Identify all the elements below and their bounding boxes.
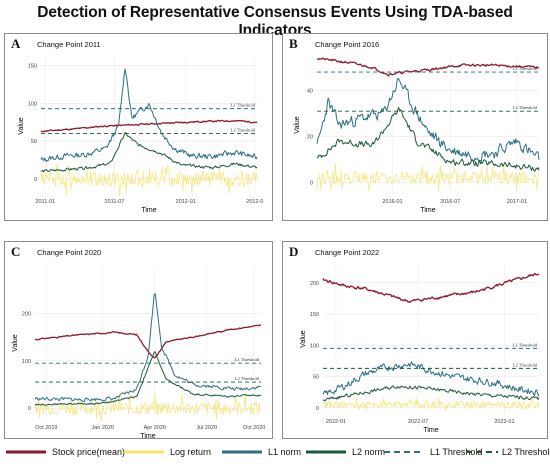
legend: Stock price(mean) Log return L1 norm L2 … [0,443,550,463]
threshold-label-l2_threshold-c: L2 Threshold [235,376,260,381]
y-tick-label-d-1: 50 [313,375,319,381]
chart-d: 0 50 100 150 200 2022-01 2022-07 2023-01 Time Val… [300,264,540,434]
y-tick-label-d-3: 150 [310,312,319,318]
y-tick-label-a-3: 150 [28,64,37,70]
x-tick-label-b-1: 2016-07 [440,199,460,205]
threshold-label-l1_threshold-d: L1 Threshold [513,342,538,347]
threshold-label-l1_threshold-a: L1 Threshold [231,103,256,108]
panel-c: C Change Point 2020 0 100 200 Oct 2019 Jan 2… [4,241,273,439]
panel-letter-a: A [11,36,21,51]
x-tick-label-c-0: Oct 2019 [35,425,57,431]
x-tick-label-c-3: Jul 2020 [196,425,217,431]
x-tick-label-b-2: 2017-01 [507,199,527,205]
series-l2-line-c [34,351,262,406]
legend-label-l2: L2 norm [352,447,386,457]
x-tick-label-a-1: 2011-07 [105,199,125,205]
panel-letter-c: C [11,244,21,259]
legend-swatch-logret [124,450,164,454]
x-tick-label-d-0: 2022-01 [326,419,346,425]
series-l2-line-b [316,107,540,172]
y-tick-label-d-0: 0 [316,406,319,412]
y-tick-label-a-0: 0 [34,177,37,183]
series-l1-line-c [34,293,262,403]
threshold-label-l1_threshold-b: L1 Threshold [513,66,538,71]
x-tick-label-c-2: Apr 2020 [144,425,166,431]
x-tick-label-a-2: 2012-01 [176,199,196,205]
x-tick-label-b-0: 2016-01 [382,199,402,205]
panel-subtitle-c: Change Point 2020 [37,248,102,257]
threshold-label-l1_threshold-c: L1 Threshold [235,357,260,362]
y-tick-label-c-2: 200 [22,311,31,317]
legend-label-l2-threshold: L2 Threshold [502,447,550,457]
series-l2-line-a [40,132,258,173]
panel-subtitle-d: Change Point 2022 [315,248,380,257]
legend-swatch-l1-threshold [384,451,424,453]
x-tick-label-d-2: 2023-01 [494,419,514,425]
panel-letter-b: B [289,36,298,51]
legend-swatch-l1 [222,450,262,454]
panel-d: D Change Point 2022 0 50 100 150 200 2022-01 2… [282,241,548,439]
y-tick-label-d-4: 200 [310,281,319,287]
x-axis-label-c: Time [140,433,155,438]
y-tick-label-b-0: 0 [310,181,313,187]
panel-subtitle-b: Change Point 2016 [315,40,380,49]
chart-b: 0 20 40 2016-01 2016-07 2017-01 Time Value L1 Th… [294,56,540,214]
y-tick-label-c-0: 0 [28,406,31,412]
x-tick-label-c-4: Oct 2020 [243,425,265,431]
x-tick-label-c-1: Jan 2020 [91,425,114,431]
chart-a: 0 50 100 150 2011-01 2011-07 2012-01 2012-0 Time… [18,58,263,214]
x-tick-label-a-3: 2012-0 [246,199,263,205]
series-price-line-c [34,324,262,359]
y-axis-label-b: Value [294,116,301,133]
legend-swatch-l2 [306,450,346,454]
y-tick-label-c-1: 100 [22,359,31,365]
legend-label-l1: L1 norm [268,447,302,457]
series-logret-line-d [322,396,540,412]
y-tick-label-b-1: 20 [307,135,313,141]
series-l1-line-d [322,361,540,397]
series-l1-line-a [40,68,258,163]
y-tick-label-a-1: 50 [31,139,37,145]
x-axis-label-d: Time [423,427,438,434]
panel-b: B Change Point 2016 0 20 40 2016-01 2016-07 2… [282,33,548,221]
panel-letter-d: D [289,244,299,259]
threshold-label-l2_threshold-b: L2 Threshold [513,105,538,110]
threshold-label-l2_threshold-a: L2 Threshold [231,128,256,133]
x-tick-label-a-0: 2011-01 [35,199,55,205]
threshold-label-l2_threshold-d: L2 Threshold [513,362,538,367]
y-tick-label-d-2: 100 [310,343,319,349]
series-l2-line-d [322,385,540,402]
series-l1-line-b [316,78,540,163]
panel-a: A Change Point 2011 0 50 100 150 2011-01 2011… [4,33,273,221]
legend-swatch-l2-threshold [466,451,498,453]
series-logret-line-b [316,162,540,192]
y-axis-label-a: Value [18,117,25,134]
panel-subtitle-a: Change Point 2011 [37,40,101,49]
y-tick-label-a-2: 100 [28,101,37,107]
legend-label-l1-threshold: L1 Threshold [430,447,483,457]
series-logret-line-a [40,163,258,196]
chart-c: 0 100 200 Oct 2019 Jan 2020 Apr 2020 Jul 2020 O… [12,266,265,438]
y-axis-label-d: Value [300,330,307,347]
series-price-line-b [316,57,540,77]
x-tick-label-d-1: 2022-07 [408,419,428,425]
legend-label-price: Stock price(mean) [52,447,126,457]
series-logret-line-c [34,393,262,423]
series-price-line-a [40,119,258,133]
x-axis-label-a: Time [141,207,156,214]
x-axis-label-b: Time [420,207,435,214]
legend-swatch-price [6,450,46,454]
y-tick-label-b-2: 40 [307,89,313,95]
series-price-line-d [322,272,540,303]
y-axis-label-c: Value [12,334,19,351]
legend-label-logret: Log return [170,447,212,457]
